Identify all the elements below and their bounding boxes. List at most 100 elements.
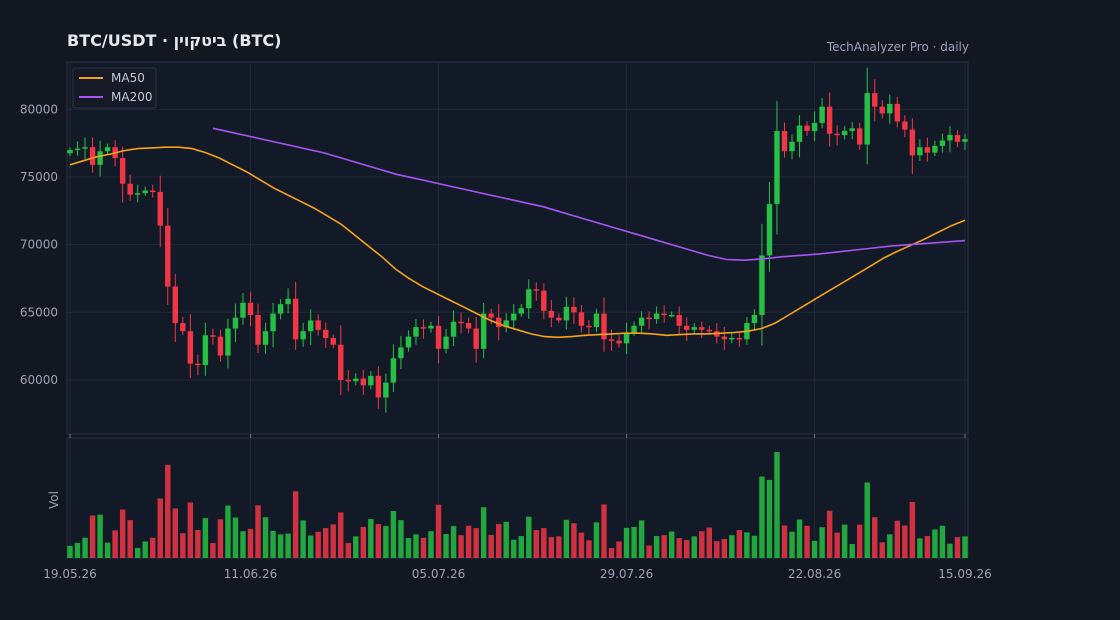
candle-body	[390, 358, 397, 383]
volume-bar	[729, 535, 735, 558]
volume-bar	[142, 541, 148, 558]
volume-bar	[67, 545, 73, 558]
candle	[526, 279, 532, 319]
candle-body	[924, 147, 931, 153]
legend-ma50-label: MA50	[111, 71, 145, 85]
candle	[390, 344, 397, 393]
candle-body	[556, 317, 562, 321]
volume-bar	[924, 536, 931, 558]
candle-body	[608, 339, 615, 341]
volume-bar	[834, 532, 840, 558]
volume-bar	[962, 536, 968, 558]
candle-body	[902, 121, 908, 130]
candle	[240, 293, 246, 325]
volume-bar	[405, 538, 412, 558]
candle	[67, 147, 73, 157]
candle-body	[360, 378, 367, 386]
candle	[292, 281, 299, 350]
volume-bar	[300, 520, 306, 558]
candle-body	[736, 337, 743, 340]
volume-bar	[691, 536, 697, 558]
candle	[315, 314, 321, 336]
volume-bar	[97, 514, 103, 558]
y-tick-label: 70000	[20, 238, 58, 252]
candle	[89, 137, 96, 173]
candle	[270, 302, 276, 348]
candle-body	[413, 327, 419, 337]
candle-body	[428, 325, 434, 329]
candle-body	[593, 313, 600, 328]
candle-body	[210, 335, 216, 337]
candle	[127, 174, 133, 201]
candle-body	[262, 331, 269, 345]
candle	[511, 304, 517, 330]
volume-bar	[714, 541, 720, 558]
volume-bar	[699, 531, 705, 558]
candle	[225, 318, 231, 369]
candle	[729, 333, 735, 344]
candle-body	[872, 93, 878, 107]
candle	[119, 146, 126, 203]
volume-bar	[902, 525, 908, 558]
volume-bar	[872, 517, 878, 558]
candle-body	[323, 329, 329, 338]
candle-body	[729, 337, 735, 340]
candle	[932, 140, 938, 157]
volume-bar	[736, 530, 743, 558]
candle-body	[819, 106, 825, 123]
candle	[480, 303, 487, 359]
volume-bar	[796, 519, 803, 558]
volume-bar	[495, 524, 502, 558]
candle-body	[699, 327, 705, 330]
candle-body	[894, 103, 901, 122]
candle-body	[338, 344, 344, 380]
candle	[684, 317, 690, 342]
candle-body	[150, 190, 156, 193]
ma50-line	[69, 146, 966, 339]
candle-body	[721, 336, 728, 340]
candle-body	[856, 128, 863, 145]
candle-body	[119, 158, 126, 184]
volume-bar	[646, 545, 652, 558]
volume-bar	[150, 537, 156, 558]
volume-bar	[939, 525, 946, 558]
volume-bar	[541, 528, 547, 558]
candle-body	[368, 375, 374, 386]
candle-body	[849, 128, 855, 131]
volume-bar	[653, 536, 660, 558]
volume-bar	[240, 531, 246, 558]
candle-body	[217, 336, 224, 356]
candle	[360, 369, 367, 395]
volume-bar	[202, 518, 209, 558]
volume-bar	[766, 479, 773, 558]
volume-bar	[518, 536, 524, 558]
volume-bar	[353, 536, 359, 558]
volume-bar	[165, 464, 171, 558]
candle	[593, 308, 600, 333]
volume-bar	[789, 531, 795, 558]
candle	[646, 311, 652, 330]
candle-body	[653, 313, 660, 320]
candle-body	[435, 325, 442, 349]
candle-body	[834, 133, 840, 136]
volume-panel	[66, 437, 969, 559]
volume-bar	[338, 512, 344, 558]
candle	[849, 122, 855, 140]
volume-bar	[578, 532, 585, 558]
volume-bar	[571, 523, 577, 558]
volume-bar	[601, 504, 607, 558]
candle	[879, 100, 885, 119]
candle-body	[962, 139, 968, 142]
candle	[465, 317, 472, 334]
candle	[586, 319, 592, 335]
volume-bar	[856, 524, 863, 558]
volume-bar	[751, 535, 758, 558]
candle-body	[932, 145, 938, 153]
candle	[82, 137, 88, 159]
candle	[375, 366, 382, 409]
volume-bar	[879, 542, 885, 558]
candle-body	[947, 135, 953, 141]
volume-bar	[826, 510, 833, 558]
candle	[638, 311, 645, 334]
candle-body	[503, 320, 509, 328]
